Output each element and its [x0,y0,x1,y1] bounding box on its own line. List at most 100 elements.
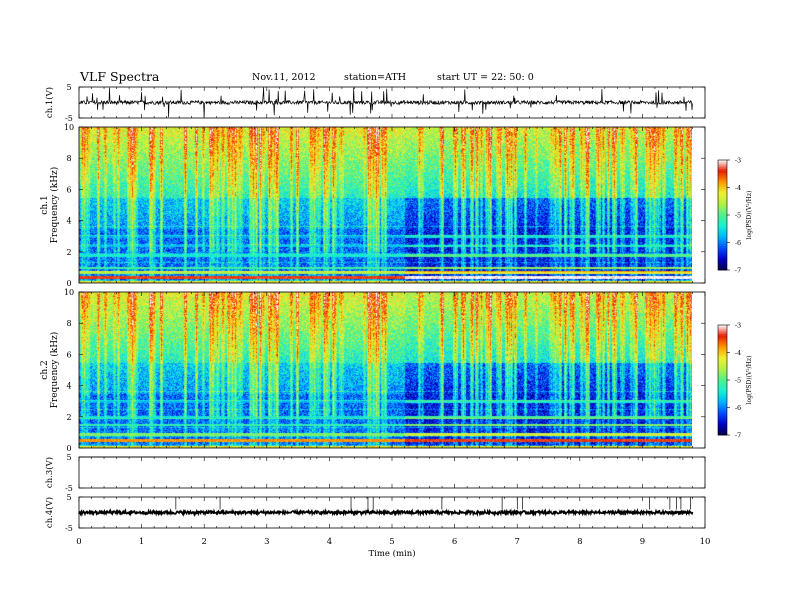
colorbar-cell [718,398,727,401]
colorbar-cell [718,268,727,271]
x-tick-label: 8 [577,537,582,547]
colorbar-cell [718,396,727,399]
colorbar-cell [718,389,727,392]
spectrogram-image-1 [79,127,692,283]
y-axis-label: Frequency (kHz) [49,332,60,409]
colorbar-cell [718,264,727,267]
colorbar-cell [718,380,727,383]
colorbar-cell [718,218,727,221]
colorbar-cell [718,191,727,194]
colorbar-cell [718,167,727,170]
colorbar-cell [718,376,727,379]
y-tick-label: 10 [64,288,74,297]
y-axis-label: ch.1(V) [44,87,55,118]
date-label: Nov.11, 2012 [252,72,316,83]
colorbar-cell [718,163,727,166]
colorbar-cell [718,400,727,403]
colorbar-cell [718,394,727,397]
x-tick-label: 6 [452,537,457,547]
colorbar-cell [718,189,727,192]
colorbar-cell [718,325,727,328]
colorbar-tick-label: -5 [735,377,741,385]
y-tick-label: -5 [65,524,73,533]
x-tick-label: 10 [700,537,711,547]
y-tick-label: 0 [66,279,71,288]
colorbar-cell [718,334,727,337]
colorbar-cell [718,204,727,207]
colorbar-cell [718,246,727,249]
colorbar-cell [718,260,727,264]
y-axis-label: ch.2 [40,360,50,379]
colorbar-tick-label: -3 [735,157,741,165]
colorbar-cell [718,328,727,331]
colorbar-cell [718,202,727,205]
colorbar-cell [718,431,727,434]
y-tick-label: 8 [66,319,71,328]
colorbar-cell [718,392,727,396]
y-tick-label: 10 [64,123,74,132]
colorbar-cell [718,185,727,188]
colorbar-cell [718,215,727,218]
colorbar-cell [718,347,727,350]
colorbar-cell [718,326,727,330]
colorbar-cell [718,233,727,236]
colorbar-cell [718,224,727,227]
colorbar-cell [718,174,727,177]
colorbar-cell [718,387,727,390]
colorbar-cell [718,369,727,372]
y-tick-label: 2 [66,413,71,422]
y-axis-label: ch.4(V) [44,497,55,528]
colorbar-cell [718,330,727,333]
colorbar-cell [718,341,727,344]
colorbar-cell [718,205,727,209]
colorbar-cell [718,354,727,357]
y-tick-label: 4 [66,217,71,226]
y-axis-label: ch.3(V) [44,457,55,488]
colorbar-cell [718,429,727,432]
colorbar-cell [718,207,727,210]
colorbar-cell [718,169,727,172]
colorbar-cell [718,255,727,258]
colorbar-cell [718,337,727,341]
y-tick-label: 6 [66,185,71,194]
colorbar-cell [718,180,727,183]
colorbar-cell [718,171,727,174]
colorbar-cell [718,237,727,240]
colorbar-cell [718,262,727,265]
colorbar-cell [718,187,727,190]
colorbar-cell [718,424,727,427]
colorbar-cell [718,402,727,405]
y-tick-label: -5 [65,114,73,123]
colorbar-cell [718,348,727,352]
y-tick-label: -5 [65,484,73,493]
colorbar-cell [718,418,727,421]
colorbar-cell [718,405,727,408]
colorbar-cell [718,238,727,242]
y-tick-label: 8 [66,154,71,163]
colorbar-cell [718,343,727,346]
colorbar-cell [718,182,727,185]
colorbar-cell [718,367,727,370]
colorbar-label: log(PSD)(V²/Hz) [746,191,753,240]
colorbar-cell [718,363,727,366]
y-tick-label: 2 [66,248,71,257]
colorbar-tick-label: -4 [735,349,741,357]
colorbar-tick-label: -5 [735,212,741,220]
colorbar-cell [718,235,727,238]
colorbar-cell [718,196,727,199]
colorbar-cell [718,427,727,430]
colorbar-cell [718,425,727,429]
y-tick-label: 4 [66,382,71,391]
colorbar-cell [718,226,727,229]
colorbar-cell [718,231,727,234]
y-tick-label: 5 [66,83,71,92]
colorbar-tick-label: -3 [735,322,741,330]
x-tick-label: 0 [76,537,81,547]
colorbar-cell [718,413,727,416]
station-label: station=ATH [344,72,406,83]
x-tick-label: 9 [640,537,645,547]
ch3-waveform-frame [78,456,706,489]
y-tick-label: 6 [66,350,71,359]
colorbar-cell [718,374,727,377]
colorbar-cell [718,198,727,201]
